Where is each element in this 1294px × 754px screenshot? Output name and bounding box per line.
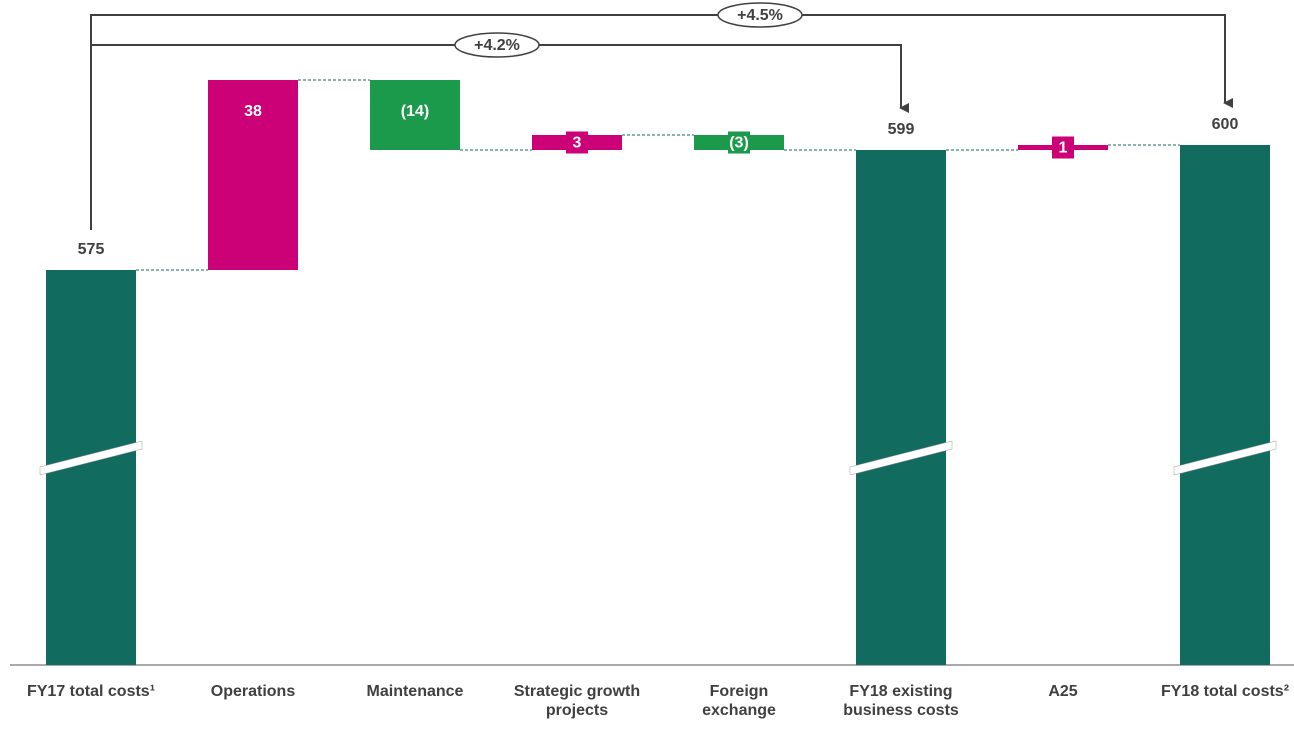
x-tick-label: FY18 total costs² [1160, 683, 1290, 700]
bracket-label: +4.5% [737, 7, 783, 24]
value-label: 575 [78, 241, 105, 258]
value-label: 599 [888, 121, 915, 138]
bracket-label-bg [454, 32, 540, 58]
bracket [90, 14, 1233, 230]
axis-break [1173, 440, 1277, 476]
axis-break [39, 440, 143, 476]
x-tick-label: FY17 total costs¹ [26, 683, 156, 700]
label-bg [1052, 136, 1074, 159]
x-tick-label: Operations [210, 683, 296, 700]
bar [370, 80, 460, 150]
x-tick-label: FY18 existing business costs [843, 683, 959, 719]
value-label: 1 [1059, 140, 1068, 157]
value-label: 600 [1212, 116, 1239, 133]
value-label: 38 [244, 103, 262, 120]
label-bg [566, 131, 588, 154]
bracket-label: +4.2% [474, 37, 520, 54]
x-tick-label: Strategic growth projects [513, 683, 641, 719]
value-label: (14) [401, 103, 429, 120]
bar [208, 80, 298, 270]
bar [1180, 145, 1270, 665]
x-tick-label: Maintenance [366, 683, 464, 700]
value-label: (3) [729, 135, 749, 152]
x-tick-label: A25 [1048, 683, 1078, 700]
x-tick-label: Foreign exchange [702, 683, 776, 719]
bar [856, 150, 946, 665]
axis-break [849, 440, 953, 476]
value-label: 3 [573, 135, 582, 152]
label-bg [728, 131, 750, 154]
bracket-label-bg [717, 2, 803, 28]
